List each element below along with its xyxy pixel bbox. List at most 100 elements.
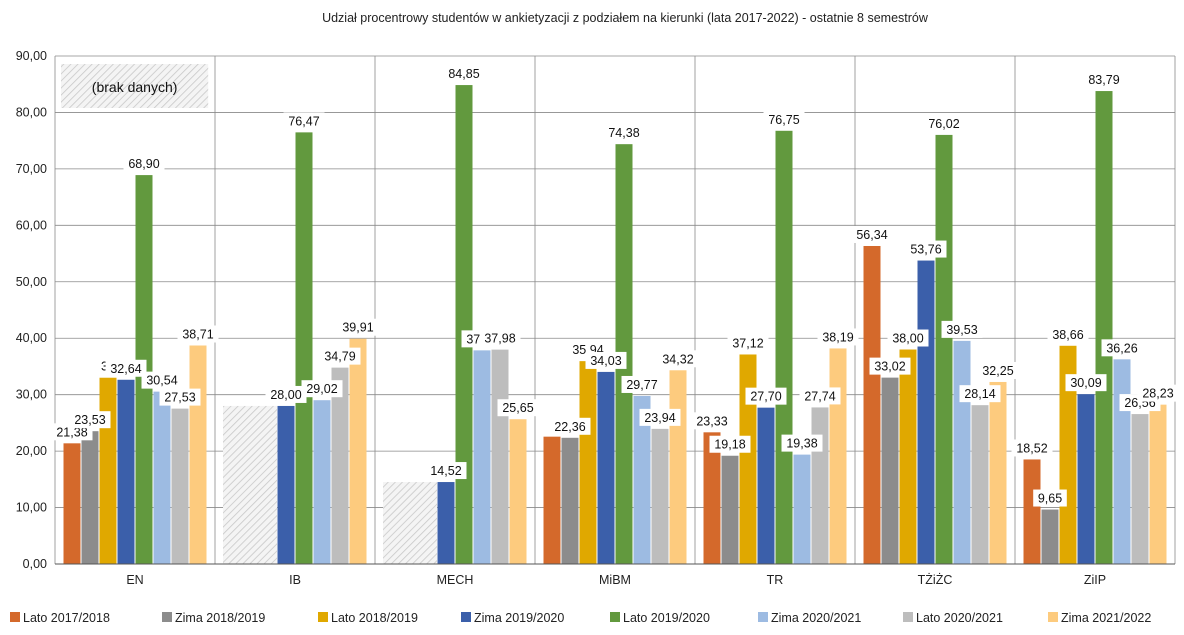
bar — [491, 349, 509, 564]
y-tick-label: 80,00 — [16, 105, 47, 119]
bar — [651, 428, 669, 564]
bar — [863, 245, 881, 564]
data-label: 38,71 — [182, 328, 213, 342]
bar — [899, 349, 917, 564]
bar — [757, 407, 775, 564]
y-tick-label: 60,00 — [16, 218, 47, 232]
legend-swatch — [610, 612, 620, 622]
data-label-bg — [639, 408, 681, 426]
data-label: 39,53 — [946, 323, 977, 337]
data-label-bg — [621, 375, 663, 393]
data-label-bg — [905, 240, 947, 258]
y-tick-label: 0,00 — [23, 557, 47, 571]
data-label: 68,90 — [128, 157, 159, 171]
legend-label: Zima 2019/2020 — [474, 611, 564, 625]
legend-label: Zima 2020/2021 — [771, 611, 861, 625]
bar — [473, 350, 491, 564]
bar — [971, 405, 989, 564]
legend-label: Zima 2021/2022 — [1061, 611, 1151, 625]
bar — [597, 371, 615, 564]
data-label-bg — [177, 325, 219, 343]
data-label: 56,34 — [856, 228, 887, 242]
data-label: 38,66 — [1052, 328, 1083, 342]
data-label-bg — [105, 359, 147, 377]
data-label: 34,32 — [662, 352, 693, 366]
y-tick-label: 20,00 — [16, 444, 47, 458]
bar — [561, 437, 579, 564]
x-tick-label: EN — [126, 573, 143, 587]
y-tick-label: 10,00 — [16, 501, 47, 515]
data-label: 25,65 — [502, 401, 533, 415]
legend-swatch — [461, 612, 471, 622]
bar — [277, 405, 295, 564]
data-label: 14,52 — [430, 464, 461, 478]
bar — [189, 345, 207, 564]
missing-data-region — [223, 405, 277, 564]
data-label-bg — [479, 329, 521, 347]
bar — [881, 377, 899, 564]
bar — [349, 338, 367, 564]
data-label: 23,33 — [696, 414, 727, 428]
data-label: 76,47 — [288, 114, 319, 128]
legend-swatch — [1048, 612, 1058, 622]
bar — [543, 436, 561, 564]
bar — [1041, 509, 1059, 564]
data-label-bg — [123, 155, 165, 173]
data-label: 29,77 — [626, 378, 657, 392]
data-label: 19,18 — [714, 438, 745, 452]
bar — [1149, 404, 1167, 564]
data-label-bg — [781, 434, 823, 452]
data-label: 38,00 — [892, 332, 923, 346]
data-label: 22,36 — [554, 420, 585, 434]
data-label: 27,70 — [750, 390, 781, 404]
data-label: 28,23 — [1142, 387, 1173, 401]
data-label-bg — [923, 114, 965, 132]
data-label-bg — [709, 435, 751, 453]
data-label: 30,09 — [1070, 376, 1101, 390]
data-label-bg — [319, 347, 361, 365]
bar — [1131, 414, 1149, 564]
bar — [1023, 459, 1041, 564]
data-label: 39,91 — [342, 321, 373, 335]
bar — [953, 340, 971, 564]
data-label: 23,94 — [644, 411, 675, 425]
bar — [1113, 359, 1131, 564]
data-label: 83,79 — [1088, 73, 1119, 87]
bar — [633, 395, 651, 564]
data-label-bg — [817, 328, 859, 346]
legend-swatch — [10, 612, 20, 622]
data-label-bg — [141, 371, 183, 389]
y-tick-label: 40,00 — [16, 331, 47, 345]
bar — [989, 381, 1007, 564]
data-label-bg — [959, 385, 1001, 403]
data-label: 27,74 — [804, 389, 835, 403]
data-label: 53,76 — [910, 243, 941, 257]
data-label-bg — [425, 462, 467, 480]
data-label: 76,75 — [768, 113, 799, 127]
data-label: 34,79 — [324, 350, 355, 364]
data-label: 37,98 — [484, 332, 515, 346]
data-label-bg — [691, 412, 733, 430]
data-label: 21,38 — [56, 425, 87, 439]
bar — [81, 431, 99, 564]
bar — [117, 379, 135, 564]
data-label-bg — [549, 417, 591, 435]
bar — [1059, 345, 1077, 564]
data-label-bg — [69, 411, 111, 429]
legend-label: Lato 2017/2018 — [23, 611, 110, 625]
bar — [739, 354, 757, 564]
y-tick-label: 30,00 — [16, 388, 47, 402]
data-label-bg — [799, 387, 841, 405]
data-label: 23,53 — [74, 413, 105, 427]
bar — [811, 407, 829, 564]
x-tick-label: MECH — [437, 573, 474, 587]
data-label: 27,53 — [164, 391, 195, 405]
data-label-bg — [727, 334, 769, 352]
data-label-bg — [443, 65, 485, 83]
bar — [99, 377, 117, 564]
bar — [935, 134, 953, 564]
data-label-bg — [585, 351, 627, 369]
bar — [775, 130, 793, 565]
